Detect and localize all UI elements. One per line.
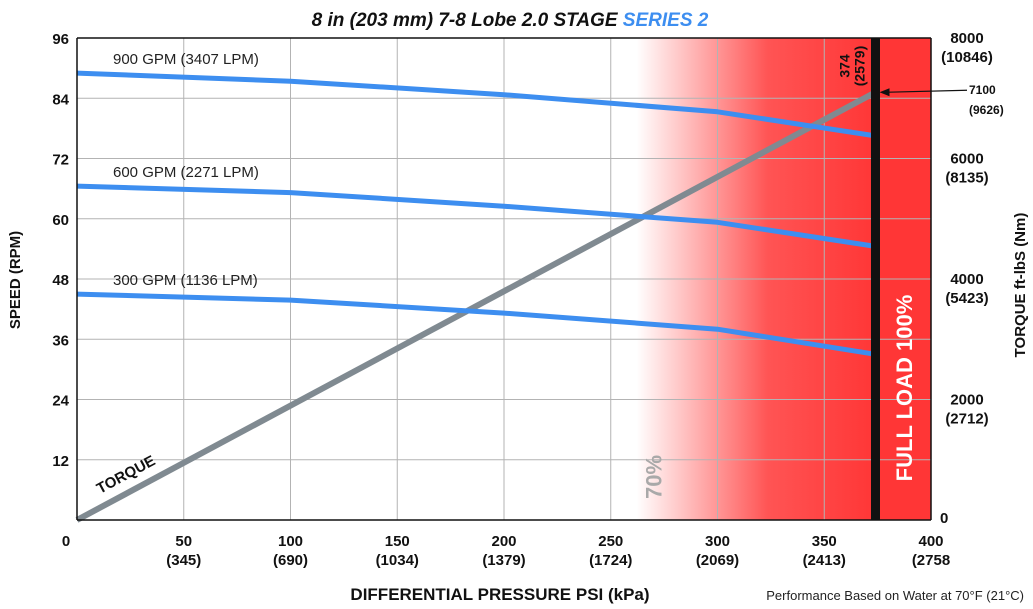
x-tick-label: 400 [918, 533, 943, 550]
annotation-arrow-head [879, 88, 890, 97]
x-tick-label: 300 [705, 533, 730, 550]
y-tick-label: 12 [52, 453, 69, 470]
annotation-torque-nm-label: (9626) [969, 103, 1004, 117]
zone-70-label: 70% [641, 455, 666, 499]
x-tick-label: 250 [598, 533, 623, 550]
y-axis-label-right: TORQUE ft-lbS (Nm) [1012, 213, 1029, 358]
y-tick-label: 24 [52, 393, 69, 410]
x-tick-sublabel: (1724) [589, 552, 632, 569]
y2-tick-label: 6000 [950, 151, 983, 168]
x-tick-label: 200 [491, 533, 516, 550]
x-tick-label: 100 [278, 533, 303, 550]
full-load-kpa-label: (2579) [851, 46, 867, 86]
torque-line [75, 89, 877, 523]
y-tick-label: 96 [52, 31, 69, 48]
tick-labels: 12 24 36 48 60 72 84 96 0 50 (345) 100 (690) 150 (1034… [52, 30, 993, 569]
y2-tick-label: 4000 [950, 271, 983, 288]
torque-layer [75, 89, 877, 523]
y-tick-label: 60 [52, 212, 69, 229]
x-tick-sublabel: (2069) [696, 552, 739, 569]
x-tick-sublabel: (2413) [803, 552, 846, 569]
full-load-psi-label: 374 [836, 54, 852, 78]
y-tick-label: 48 [52, 272, 69, 289]
footnote: Performance Based on Water at 70°F (21°C… [766, 588, 1024, 603]
x-tick-label: 350 [812, 533, 837, 550]
annotation-arrow-line [887, 89, 968, 93]
gridlines [77, 38, 931, 520]
chart-title-series: SERIES 2 [623, 10, 709, 31]
x-tick-sublabel: (1379) [482, 552, 525, 569]
series-label: 900 GPM (3407 LPM) [113, 51, 259, 68]
series-line [76, 291, 876, 357]
y2-tick-sublabel: (5423) [945, 290, 988, 307]
x-tick-sublabel: (2758 [912, 552, 950, 569]
x-axis-label: DIFFERENTIAL PRESSURE PSI (kPa) [350, 585, 649, 604]
y-axis-label-left: SPEED (RPM) [7, 231, 24, 329]
y-tick-label: 84 [52, 91, 69, 108]
full-load-label: FULL LOAD 100% [892, 295, 917, 482]
x-tick-label: 50 [175, 533, 192, 550]
x-tick-label: 0 [62, 533, 70, 550]
series-line [76, 70, 876, 139]
chart-title-main: 8 in (203 mm) 7-8 Lobe 2.0 STAGE [312, 10, 619, 31]
y2-tick-label: 0 [940, 510, 948, 527]
x-tick-sublabel: (345) [166, 552, 201, 569]
x-tick-label: 150 [385, 533, 410, 550]
series-label: 300 GPM (1136 LPM) [113, 272, 258, 289]
full-load-layer [870, 38, 880, 520]
series-line [76, 183, 876, 249]
y2-tick-sublabel: (2712) [945, 411, 988, 428]
series-layer: 900 GPM (3407 LPM) 600 GPM (2271 LPM) 300 … [76, 51, 876, 357]
chart-title: 8 in (203 mm) 7-8 Lobe 2.0 STAGE SERIES … [312, 10, 709, 31]
y2-tick-sublabel: (8135) [945, 170, 988, 187]
series-label: 600 GPM (2271 LPM) [113, 164, 259, 181]
x-tick-sublabel: (1034) [376, 552, 419, 569]
y-tick-label: 36 [52, 332, 69, 349]
annotation-torque-label: 7100 [969, 83, 996, 97]
y2-tick-label: 8000 [950, 30, 983, 47]
axes [76, 37, 932, 521]
full-load-line [870, 38, 880, 520]
x-tick-sublabel: (690) [273, 552, 308, 569]
y2-tick-label: 2000 [950, 392, 983, 409]
y2-tick-sublabel: (10846) [941, 49, 993, 66]
y-tick-label: 72 [52, 152, 69, 169]
